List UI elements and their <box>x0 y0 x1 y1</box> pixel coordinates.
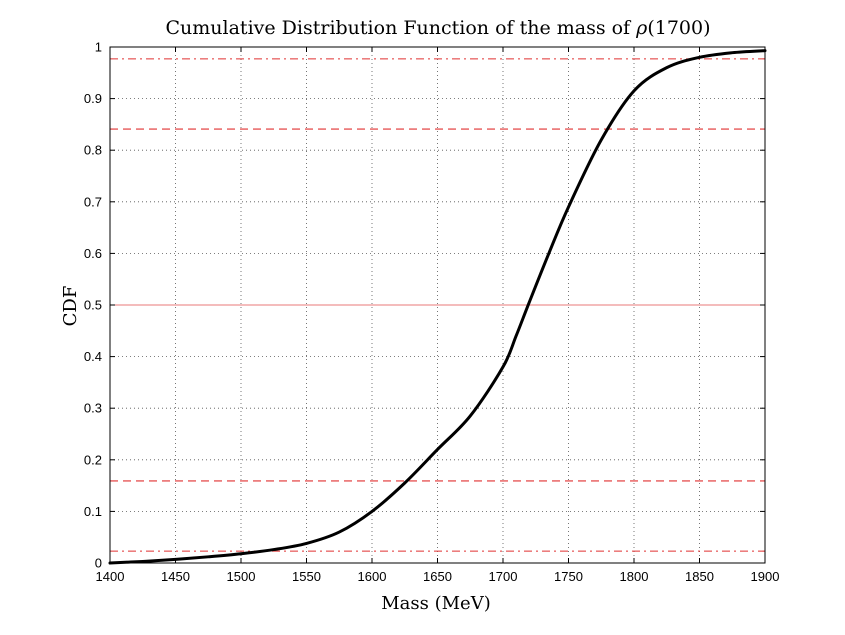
y-tick-label: 0.7 <box>84 194 102 209</box>
y-tick-label: 0 <box>95 556 102 571</box>
y-tick-label: 0.1 <box>84 504 102 519</box>
x-tick-label: 1900 <box>751 569 780 584</box>
cdf-curve <box>108 49 767 565</box>
chart-title-prefix: Cumulative Distribution Function of the … <box>166 17 637 39</box>
x-tick-label: 1450 <box>161 569 190 584</box>
chart-title-suffix: (1700) <box>647 17 710 39</box>
y-tick-label: 0.4 <box>84 349 102 364</box>
y-tick-label: 0.9 <box>84 91 102 106</box>
y-tick-label: 0.2 <box>84 452 102 467</box>
x-tick-label: 1550 <box>292 569 321 584</box>
reference-lines <box>110 58 765 552</box>
y-tick-label: 1 <box>95 40 102 55</box>
x-tick-label: 1850 <box>685 569 714 584</box>
x-tick-label: 1800 <box>620 569 649 584</box>
y-tick-label: 0.5 <box>84 298 102 313</box>
chart-title: Cumulative Distribution Function of the … <box>166 17 711 39</box>
x-axis-label: Mass (MeV) <box>381 593 491 614</box>
chart-title-symbol: ρ <box>635 17 648 39</box>
x-tick-label: 1750 <box>554 569 583 584</box>
x-tick-label: 1650 <box>423 569 452 584</box>
y-tick-label: 0.8 <box>84 143 102 158</box>
y-tick-label: 0.3 <box>84 401 102 416</box>
x-tick-label: 1500 <box>227 569 256 584</box>
y-axis-label: CDF <box>60 286 81 327</box>
x-tick-label: 1600 <box>358 569 387 584</box>
y-tick-label: 0.6 <box>84 246 102 261</box>
ticks: 1400 1450 1500 1550 1600 1650 1700 1750 1800 1850… <box>84 40 780 585</box>
series <box>108 49 767 565</box>
x-tick-label: 1700 <box>489 569 518 584</box>
x-tick-label: 1400 <box>96 569 125 584</box>
